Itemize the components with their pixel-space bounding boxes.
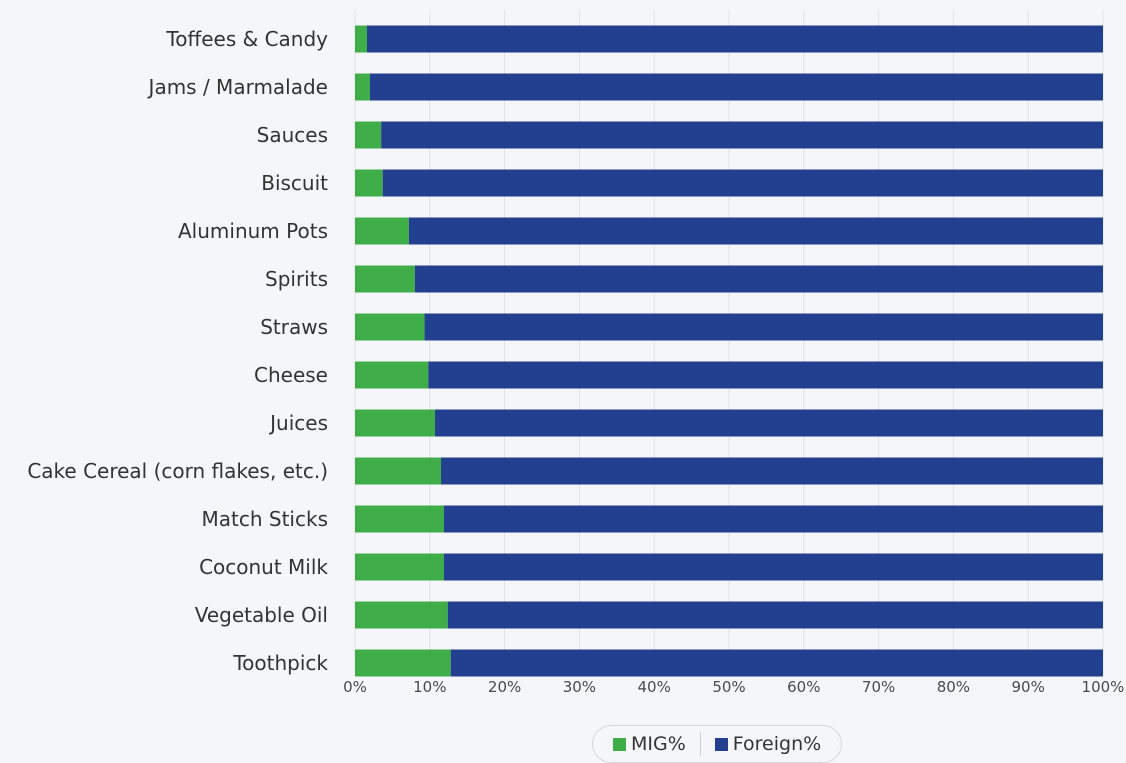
bar-mig[interactable]: [355, 601, 448, 629]
category-label: Straws: [260, 315, 328, 339]
category-label: Aluminum Pots: [178, 219, 328, 243]
legend: MIG% Foreign%: [592, 725, 843, 763]
x-tick-label: 90%: [1012, 678, 1045, 696]
bar-foreign[interactable]: [414, 265, 1104, 293]
bar-mig[interactable]: [355, 169, 383, 197]
bar-mig[interactable]: [355, 409, 436, 437]
bar-foreign[interactable]: [441, 457, 1103, 485]
category-label: Cake Cereal (corn flakes, etc.): [27, 459, 328, 483]
bar-foreign[interactable]: [444, 505, 1104, 533]
x-tick-label: 70%: [862, 678, 895, 696]
bar-foreign[interactable]: [366, 25, 1103, 53]
x-tick-label: 20%: [488, 678, 521, 696]
category-label: Biscuit: [261, 171, 328, 195]
legend-swatch-mig: [613, 737, 626, 751]
bar-mig[interactable]: [355, 217, 409, 245]
bar-foreign[interactable]: [447, 601, 1103, 629]
bar-mig[interactable]: [355, 649, 451, 677]
bar-foreign[interactable]: [424, 313, 1104, 341]
legend-item-foreign[interactable]: Foreign%: [714, 733, 822, 755]
category-label: Juices: [268, 411, 328, 435]
x-tick-label: 60%: [787, 678, 820, 696]
x-tick-label: 0%: [343, 678, 367, 696]
legend-item-mig[interactable]: MIG%: [613, 733, 686, 755]
bar-foreign[interactable]: [444, 553, 1104, 581]
bars: [355, 25, 1104, 677]
bar-foreign[interactable]: [435, 409, 1103, 437]
x-tick-label: 50%: [712, 678, 745, 696]
legend-label-foreign: Foreign%: [732, 733, 822, 755]
x-tick-label: 100%: [1082, 678, 1125, 696]
legend-swatch-foreign: [714, 737, 728, 751]
bar-mig[interactable]: [355, 505, 445, 533]
bar-mig[interactable]: [355, 121, 382, 149]
x-tick-label: 10%: [413, 678, 446, 696]
bar-foreign[interactable]: [369, 73, 1104, 101]
category-label: Match Sticks: [202, 507, 328, 531]
bar-mig[interactable]: [355, 25, 367, 53]
category-label: Toffees & Candy: [165, 27, 328, 51]
category-label: Coconut Milk: [199, 555, 328, 579]
category-label: Jams / Marmalade: [147, 75, 328, 99]
category-label: Toothpick: [232, 651, 328, 675]
bar-mig[interactable]: [355, 457, 442, 485]
legend-divider: [699, 732, 701, 756]
legend-label-mig: MIG%: [631, 733, 686, 755]
x-tick-label: 40%: [638, 678, 671, 696]
category-labels: Toffees & Candy Jams / Marmalade Sauces Bis…: [27, 27, 328, 675]
bar-mig[interactable]: [355, 361, 429, 389]
x-axis-ticks: 0% 10% 20% 30% 40% 50% 60% 70% 80% 90% 100%: [343, 678, 1124, 696]
bar-mig[interactable]: [355, 553, 445, 581]
category-label: Sauces: [257, 123, 328, 147]
bar-foreign[interactable]: [428, 361, 1104, 389]
category-label: Spirits: [265, 267, 328, 291]
category-label: Cheese: [254, 363, 328, 387]
bar-foreign[interactable]: [381, 121, 1103, 149]
x-tick-label: 80%: [937, 678, 970, 696]
bar-foreign[interactable]: [450, 649, 1103, 677]
category-label: Vegetable Oil: [195, 603, 328, 627]
bar-foreign[interactable]: [382, 169, 1103, 197]
bar-mig[interactable]: [355, 313, 425, 341]
x-tick-label: 30%: [563, 678, 596, 696]
bar-foreign[interactable]: [408, 217, 1104, 245]
bar-mig[interactable]: [355, 265, 415, 293]
bar-mig[interactable]: [355, 73, 370, 101]
